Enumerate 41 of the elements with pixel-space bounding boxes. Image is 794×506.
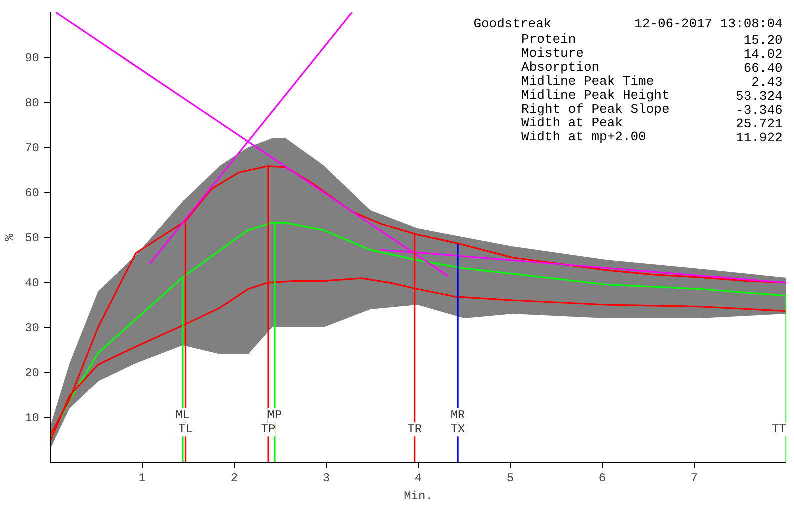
- annotation: TT: [772, 422, 787, 437]
- annotation: Midline Peak Height: [522, 88, 670, 103]
- y-tick-label: 80: [25, 96, 40, 110]
- annotation: MP: [268, 408, 282, 422]
- x-tick-label: 6: [598, 472, 606, 486]
- annotation: 14.02: [744, 46, 783, 62]
- annotation: Width at Peak: [522, 116, 624, 131]
- x-tick-label: 2: [230, 472, 238, 486]
- annotation: ML: [176, 408, 190, 422]
- y-tick-label: 10: [25, 412, 40, 426]
- annotation: Midline Peak Time: [522, 74, 654, 89]
- annotation: Right of Peak Slope: [522, 102, 670, 117]
- y-tick-label: 30: [25, 322, 40, 336]
- annotation: Absorption: [522, 60, 600, 75]
- x-tick-label: 5: [506, 472, 514, 486]
- annotation: 11.922: [736, 130, 783, 146]
- annotation: Width at mp+2.00: [522, 130, 646, 145]
- y-tick-label: 60: [25, 186, 40, 200]
- y-tick-label: 90: [25, 52, 40, 66]
- annotation: 12-06-2017 13:08:04: [634, 16, 784, 32]
- annotation: Protein: [522, 32, 576, 47]
- annotation: 2.43: [752, 74, 783, 90]
- x-tick-label: 3: [322, 472, 330, 486]
- x-axis-title: Min.: [404, 490, 433, 504]
- annotation: Moisture: [522, 46, 584, 61]
- annotation: TP: [261, 422, 276, 437]
- annotation: -3.346: [736, 102, 783, 118]
- annotation: 15.20: [744, 33, 783, 48]
- annotation: 25.721: [736, 116, 784, 132]
- y-tick-label: 70: [25, 142, 40, 156]
- x-tick-label: 1: [138, 472, 146, 486]
- annotation: 53.324: [736, 88, 784, 104]
- y-tick-label: 20: [25, 366, 40, 380]
- annotation: Goodstreak: [474, 16, 552, 32]
- y-tick-label: 40: [25, 276, 40, 290]
- x-tick-label: 4: [414, 472, 422, 486]
- y-axis-title: %: [3, 233, 18, 242]
- y-tick-label: 50: [25, 232, 40, 246]
- annotation: TL: [178, 422, 193, 437]
- annotation: 66.40: [744, 60, 783, 76]
- x-tick-label: 7: [690, 472, 698, 486]
